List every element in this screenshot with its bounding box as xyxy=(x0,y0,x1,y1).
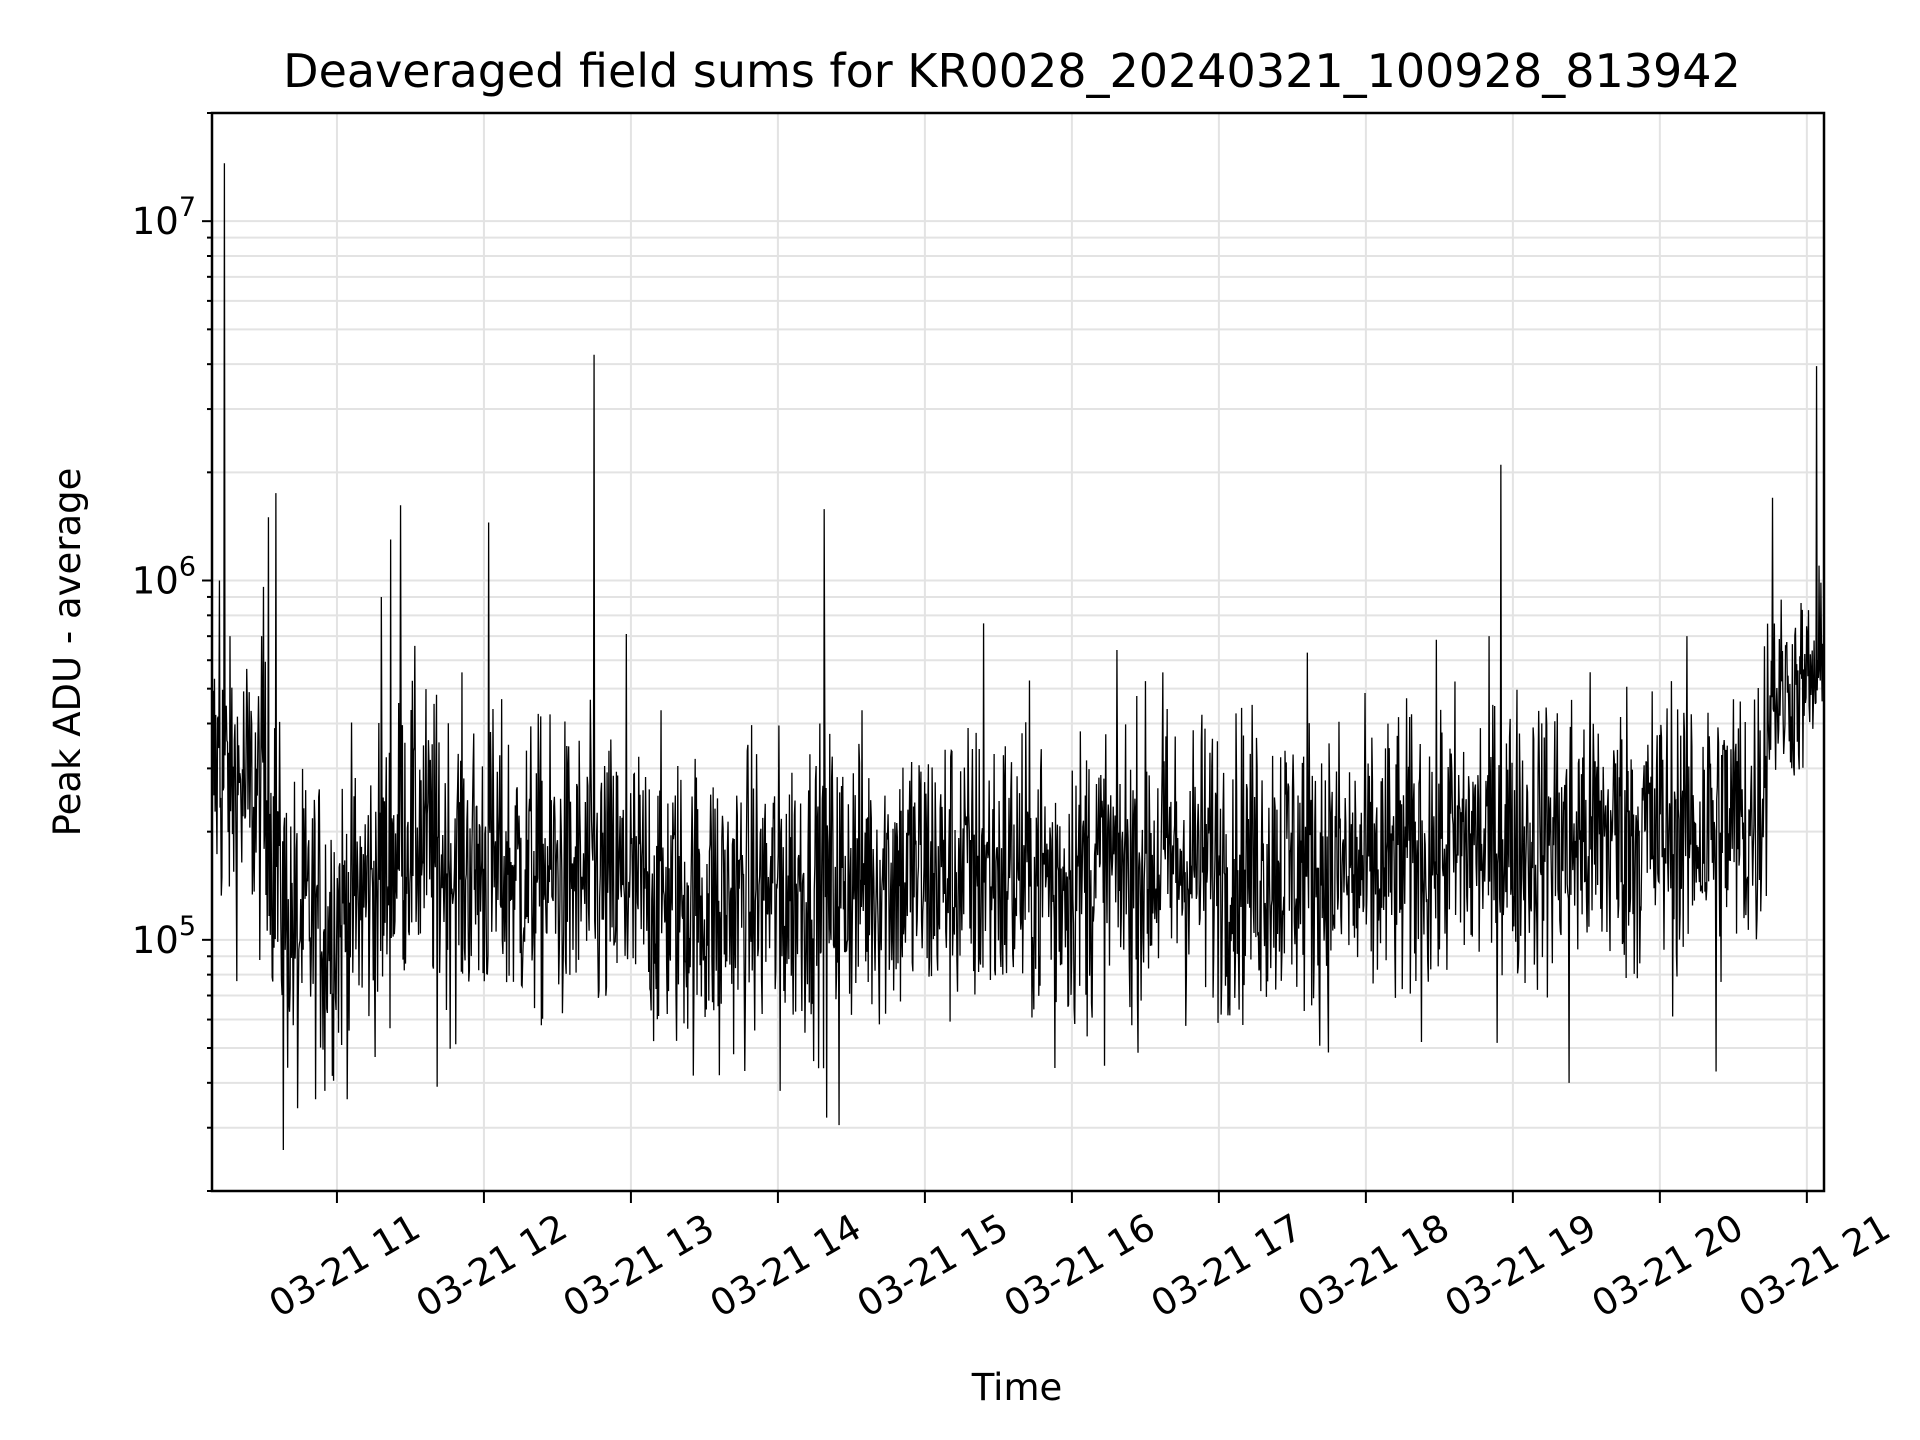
series-line xyxy=(211,163,1825,1151)
y-tick-label-exponent: 6 xyxy=(179,552,196,583)
series-path xyxy=(211,163,1825,1151)
plot-area-frame xyxy=(210,111,1826,1193)
y-tick-label: 107 xyxy=(132,192,196,243)
y-tick-label: 106 xyxy=(132,552,196,603)
y-tick-label: 105 xyxy=(132,911,196,962)
y-tick-label-base: 10 xyxy=(132,200,179,243)
y-tick-label-exponent: 5 xyxy=(179,911,196,942)
y-tick-label-base: 10 xyxy=(132,560,179,603)
y-axis-label: Peak ADU - average xyxy=(46,468,89,837)
y-tick-label-base: 10 xyxy=(132,919,179,962)
x-axis-label: Time xyxy=(971,1366,1063,1409)
y-tick-label-exponent: 7 xyxy=(179,192,196,223)
chart-title: Deaveraged field sums for KR0028_2024032… xyxy=(283,44,1741,98)
